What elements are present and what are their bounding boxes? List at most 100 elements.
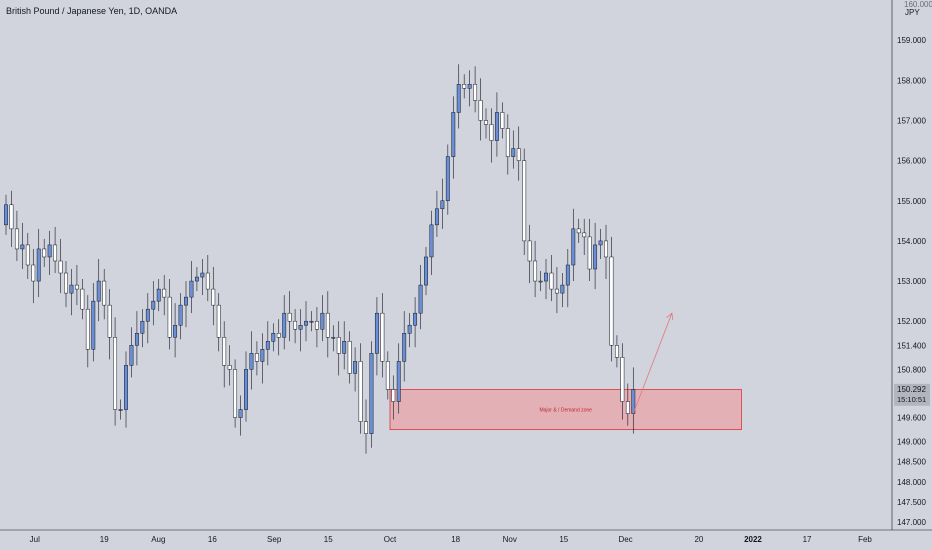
candle-body-down xyxy=(462,84,467,89)
price-tick-label: 149.000 xyxy=(897,438,926,447)
candle xyxy=(227,345,232,386)
candle xyxy=(402,311,407,382)
price-tick-label: 156.000 xyxy=(897,157,926,166)
candle xyxy=(216,293,221,352)
candle-body-up xyxy=(413,312,418,326)
candle xyxy=(287,291,292,342)
candle xyxy=(74,265,79,306)
candle-body-down xyxy=(53,244,58,262)
candle xyxy=(102,269,107,320)
price-tick-label: 152.000 xyxy=(897,317,926,326)
candle xyxy=(614,335,619,368)
price-tick-label: 153.000 xyxy=(897,277,926,286)
candle-body-up xyxy=(96,280,101,302)
candle-body-up xyxy=(189,280,194,298)
time-axis[interactable]: Jul 19 Aug 16 Sep 15 Oct 18 Nov 15 Dec 20 2022 17 Feb xyxy=(30,535,873,544)
candle-body-down xyxy=(500,112,505,129)
candle-body-up xyxy=(282,312,287,338)
time-tick-label: 16 xyxy=(208,535,217,544)
candle-body-down xyxy=(478,100,483,121)
candle xyxy=(254,341,259,376)
candle xyxy=(320,295,325,342)
candle xyxy=(516,126,521,181)
candle-body-up xyxy=(200,272,205,278)
candle xyxy=(407,313,412,348)
price-tick-label: 154.000 xyxy=(897,237,926,246)
demand-zone-label: Major & / Demand zone xyxy=(539,408,592,414)
candle xyxy=(484,108,488,139)
candle-body-up xyxy=(260,349,265,362)
candle-body-up xyxy=(4,204,8,226)
candle-body-up xyxy=(407,324,412,334)
candle-body-down xyxy=(505,128,510,157)
candle xyxy=(20,222,25,270)
candle xyxy=(489,108,494,163)
time-tick-label: Feb xyxy=(858,535,872,544)
candle-body-down xyxy=(380,312,385,362)
candle-body-down xyxy=(533,260,538,282)
candle xyxy=(233,359,238,428)
candle-body-down xyxy=(549,272,554,290)
candle-body-down xyxy=(489,124,494,141)
candle-body-up xyxy=(402,333,407,362)
time-tick-label: 15 xyxy=(559,535,568,544)
time-tick-label: 18 xyxy=(451,535,460,544)
candle-body-up xyxy=(309,320,314,323)
price-tick-label: 155.000 xyxy=(897,197,926,206)
candle-body-up xyxy=(342,341,347,354)
candle-body-up xyxy=(129,345,134,366)
candle-body-down xyxy=(587,236,592,270)
bar-countdown: 15:10:51 xyxy=(897,395,926,404)
candle xyxy=(304,301,308,342)
candle-body-up xyxy=(36,248,41,282)
candle xyxy=(211,267,216,326)
candle xyxy=(576,218,581,243)
candle xyxy=(374,297,379,376)
candle xyxy=(353,347,358,392)
price-tick-label: 150.800 xyxy=(897,365,926,374)
price-axis[interactable]: 147.000 147.500 148.000 148.500 149.000 149.6… xyxy=(897,36,926,527)
candle-body-down xyxy=(385,361,390,390)
projection-arrow-head xyxy=(666,312,674,321)
candle-body-up xyxy=(238,409,243,418)
candle xyxy=(129,327,134,378)
candle-body-down xyxy=(85,308,90,350)
candle-body-down xyxy=(364,421,368,434)
candle xyxy=(118,399,123,420)
candle xyxy=(336,321,341,376)
candle xyxy=(505,114,510,175)
candle-body-up xyxy=(560,284,565,294)
price-tick-label: 147.000 xyxy=(897,518,926,527)
candle-body-down xyxy=(42,248,47,258)
candle-body-up xyxy=(320,312,325,330)
candle xyxy=(265,321,270,366)
candle-body-down xyxy=(14,228,19,250)
candle xyxy=(347,331,352,384)
candle-body-down xyxy=(522,160,527,242)
candle xyxy=(500,102,505,139)
candle-body-down xyxy=(276,333,281,338)
time-tick-label: Nov xyxy=(503,535,517,544)
candle-body-down xyxy=(484,120,488,125)
candle xyxy=(282,295,287,350)
candle xyxy=(222,321,227,388)
candle-body-up xyxy=(124,365,128,410)
candle xyxy=(276,319,281,356)
candle-body-down xyxy=(625,401,630,414)
candle-body-down xyxy=(74,284,79,290)
candle xyxy=(424,246,428,296)
candle-body-down xyxy=(102,280,107,306)
demand-zone-layer: Major & / Demand zone xyxy=(389,389,742,431)
candle xyxy=(598,228,603,259)
candle xyxy=(178,293,183,340)
candle-body-up xyxy=(151,300,156,310)
candle xyxy=(293,309,298,344)
candle xyxy=(413,297,418,348)
candle-body-down xyxy=(554,288,559,294)
candle xyxy=(145,293,150,344)
candle-body-down xyxy=(293,320,298,330)
